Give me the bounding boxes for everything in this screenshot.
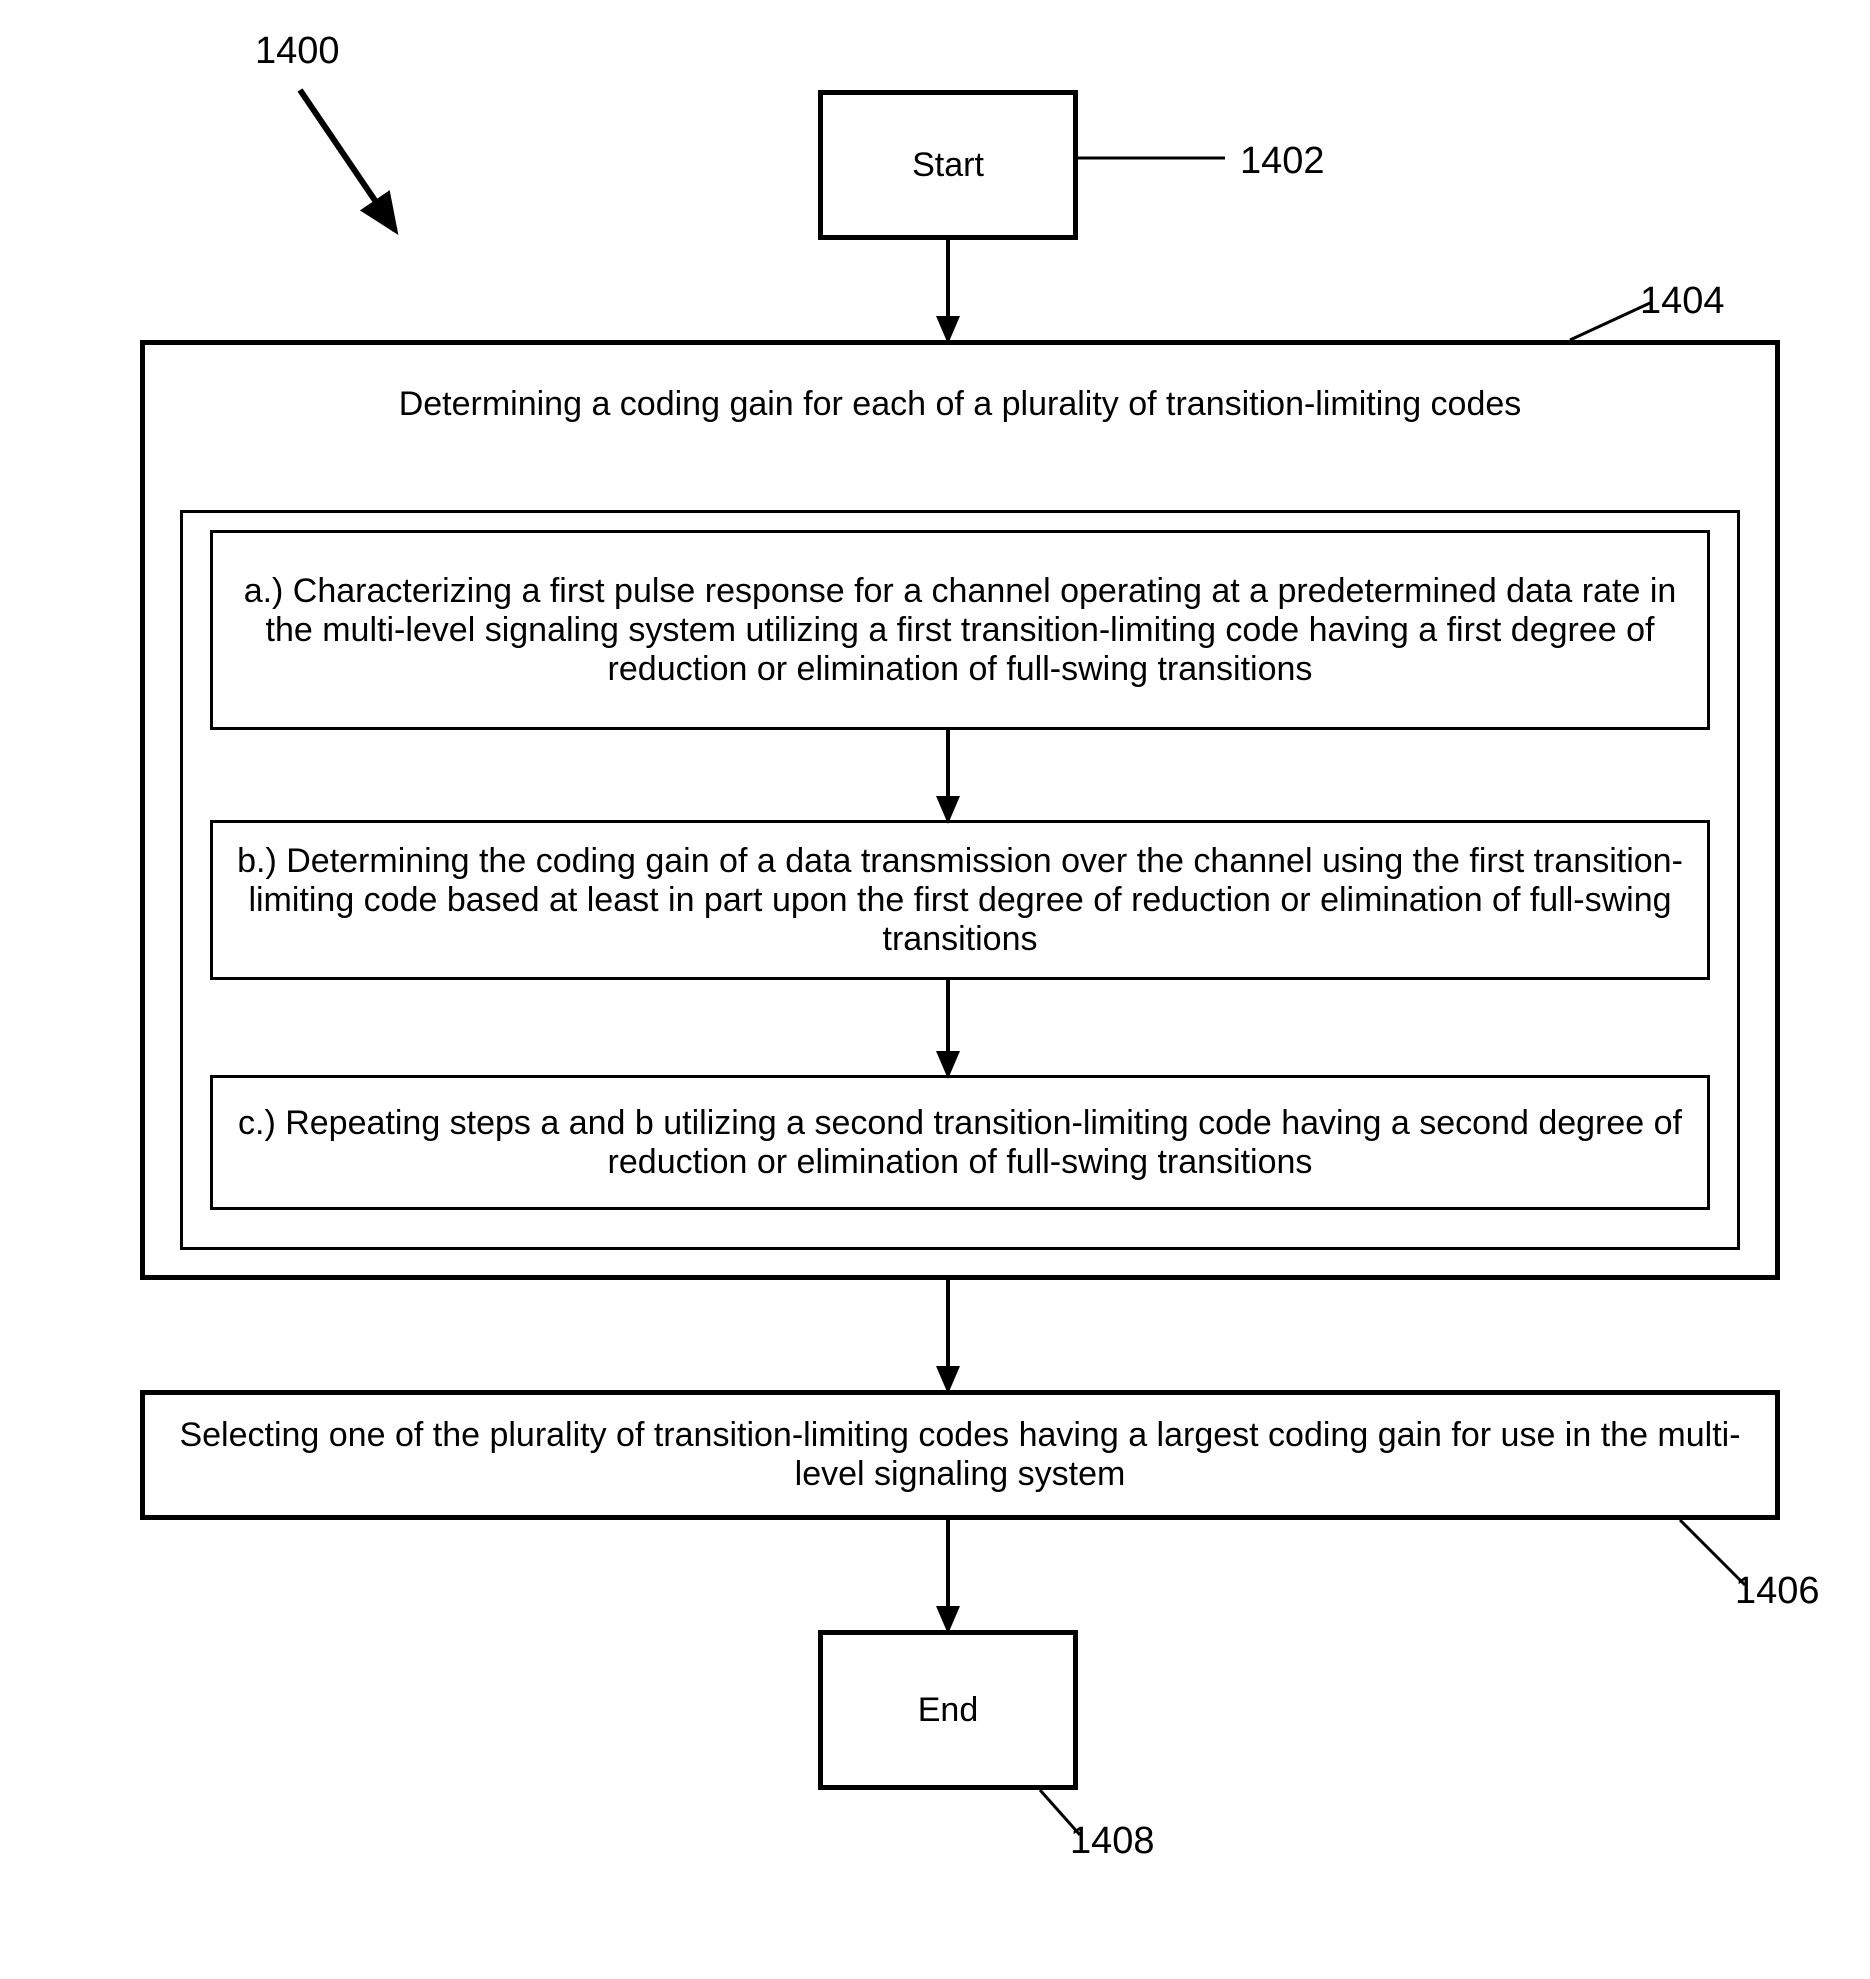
connector-svg	[0, 0, 1870, 1979]
